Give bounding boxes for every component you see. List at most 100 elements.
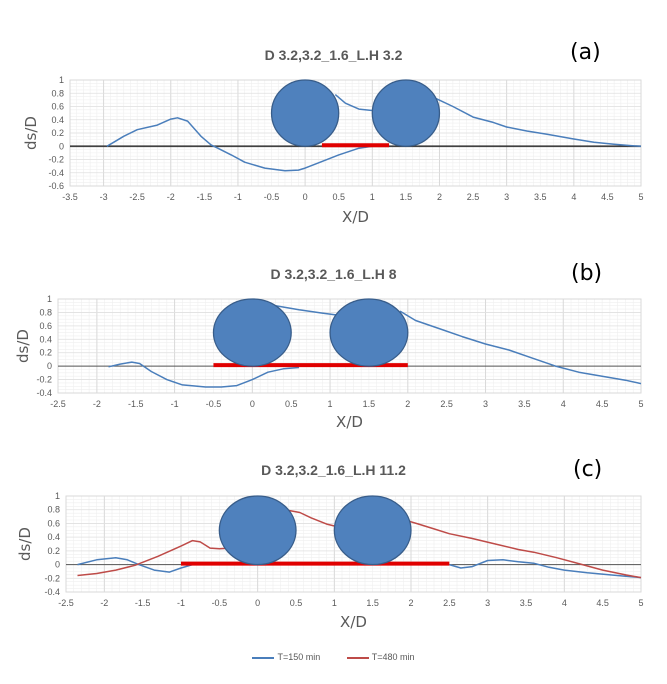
chart-c-series-line-t150min (449, 559, 642, 579)
chart-b-x-tick-label: 2.5 (440, 399, 453, 409)
chart-c-x-tick-label: 1 (332, 598, 337, 608)
chart-a-y-tick-label: 0.4 (51, 115, 64, 125)
chart-a-x-tick-label: 0 (303, 192, 308, 202)
chart-b-x-tick-label: 4 (561, 399, 566, 409)
legend-label-t480: T=480 min (371, 652, 415, 662)
chart-c-pier-2 (333, 495, 412, 566)
chart-b-x-tick-label: 0.5 (285, 399, 298, 409)
chart-b-y-tick-label: 0.4 (39, 334, 52, 344)
chart-b-title: D 3.2,3.2_1.6_L.H 8 (270, 266, 397, 282)
chart-c-x-tick-label: -0.5 (212, 598, 228, 608)
chart-c-x-tick-label: 1.5 (366, 598, 379, 608)
chart-c-y-tick-label: 1 (55, 491, 60, 501)
chart-b-y-tick-label: 0.2 (39, 348, 52, 358)
chart-c-series-line-t480min (406, 519, 642, 579)
chart-c-x-tick-label: 5 (638, 598, 643, 608)
legend-item-t150: T=150 min (252, 652, 320, 662)
chart-b-x-tick-label: -1 (171, 399, 179, 409)
chart-b-y-tick-label: 0 (47, 361, 52, 371)
chart-a-y-tick-label: 1 (59, 75, 64, 85)
chart-a-x-tick-label: -1 (234, 192, 242, 202)
chart-a-x-tick-label: -3.5 (62, 192, 78, 202)
chart-a-title: D 3.2,3.2_1.6_L.H 3.2 (264, 47, 403, 63)
chart-b-y-tick-label: 0.6 (39, 321, 52, 331)
chart-c-x-axis-label: X/D (340, 613, 367, 631)
chart-c-y-tick-label: 0.2 (47, 546, 60, 556)
chart-a-y-tick-label: 0.6 (51, 102, 64, 112)
chart-a-x-tick-label: 5 (638, 192, 643, 202)
chart-b-y-tick-label: 0.8 (39, 307, 52, 317)
chart-b-x-tick-label: 2 (405, 399, 410, 409)
legend-swatch-t150 (252, 656, 275, 659)
chart-c-y-tick-label: 0 (55, 560, 60, 570)
chart-b-x-tick-label: -2 (93, 399, 101, 409)
chart-a-x-tick-label: -2.5 (129, 192, 145, 202)
chart-c-y-tick-label: -0.4 (44, 587, 60, 597)
chart-a-panel-label: (a) (570, 40, 601, 65)
chart-a-x-tick-label: 3 (504, 192, 509, 202)
chart-a-x-tick-label: 1 (370, 192, 375, 202)
chart-b-series-line-t150min (275, 304, 338, 316)
legend-item-t480: T=480 min (346, 652, 415, 662)
chart-c-x-tick-label: 0.5 (290, 598, 303, 608)
chart-a-y-tick-label: 0.8 (51, 88, 64, 98)
chart-b-x-tick-label: 1.5 (363, 399, 376, 409)
chart-b-y-tick-label: -0.4 (36, 388, 52, 398)
chart-b-y-axis-label: ds/D (14, 329, 32, 363)
chart-b-pier-1 (212, 298, 292, 367)
chart-a-x-tick-label: 4 (571, 192, 576, 202)
chart-a-x-tick-label: 4.5 (601, 192, 614, 202)
chart-a-y-tick-label: -0.2 (48, 155, 64, 165)
chart-c-y-tick-label: -0.2 (44, 573, 60, 583)
chart-a-plot-area (69, 79, 642, 187)
chart-a-x-tick-label: 0.5 (332, 192, 345, 202)
legend: T=150 min T=480 min (0, 652, 667, 662)
chart-b-x-tick-label: 5 (638, 399, 643, 409)
chart-a-series-line-t150min (334, 94, 373, 112)
chart-c-series-line-t480min (288, 509, 339, 528)
chart-a-y-axis-label: ds/D (22, 116, 40, 150)
chart-a-y-tick-label: 0 (59, 141, 64, 151)
chart-b-x-tick-label: 1 (328, 399, 333, 409)
chart-b-x-tick-label: 4.5 (596, 399, 609, 409)
chart-a-pier-1 (270, 79, 340, 147)
legend-label-t150: T=150 min (277, 652, 321, 662)
chart-a-x-tick-label: 1.5 (400, 192, 413, 202)
chart-c-x-tick-label: 2 (408, 598, 413, 608)
chart-a-x-tick-label: -2 (167, 192, 175, 202)
chart-b-x-tick-label: -0.5 (206, 399, 222, 409)
chart-a-x-tick-label: 2.5 (467, 192, 480, 202)
chart-a-y-tick-label: -0.4 (48, 168, 64, 178)
chart-b-x-tick-label: -2.5 (50, 399, 66, 409)
chart-a-x-tick-label: 3.5 (534, 192, 547, 202)
chart-c-x-tick-label: -1.5 (135, 598, 151, 608)
chart-b-x-tick-label: -1.5 (128, 399, 144, 409)
chart-c-y-axis-label: ds/D (16, 527, 34, 561)
chart-a-y-tick-label: -0.6 (48, 181, 64, 191)
chart-c-y-tick-label: 0.4 (47, 532, 60, 542)
chart-a-x-tick-label: -0.5 (264, 192, 280, 202)
legend-swatch-t480 (346, 656, 369, 659)
chart-b-x-tick-label: 3 (483, 399, 488, 409)
chart-c-series-line-t480min (77, 539, 231, 577)
chart-c-x-tick-label: 2.5 (443, 598, 456, 608)
chart-b-series-line-t150min (108, 361, 300, 388)
chart-c-plot-area (65, 495, 642, 593)
chart-c-x-tick-label: 0 (255, 598, 260, 608)
chart-c-y-tick-label: 0.8 (47, 505, 60, 515)
chart-c-x-tick-label: 3 (485, 598, 490, 608)
chart-c-y-tick-label: 0.6 (47, 518, 60, 528)
chart-b-y-tick-label: 1 (47, 294, 52, 304)
chart-a-pier-2 (371, 79, 441, 147)
chart-b-x-tick-label: 0 (250, 399, 255, 409)
chart-b-y-tick-label: -0.2 (36, 375, 52, 385)
chart-a-series-line-t150min (435, 97, 642, 148)
chart-a-x-tick-label: 2 (437, 192, 442, 202)
chart-a-x-tick-label: -1.5 (197, 192, 213, 202)
chart-c-x-tick-label: -2 (100, 598, 108, 608)
chart-b-x-axis-label: X/D (336, 413, 363, 431)
chart-a-x-axis-label: X/D (342, 208, 369, 226)
chart-b-panel-label: (b) (571, 261, 603, 286)
